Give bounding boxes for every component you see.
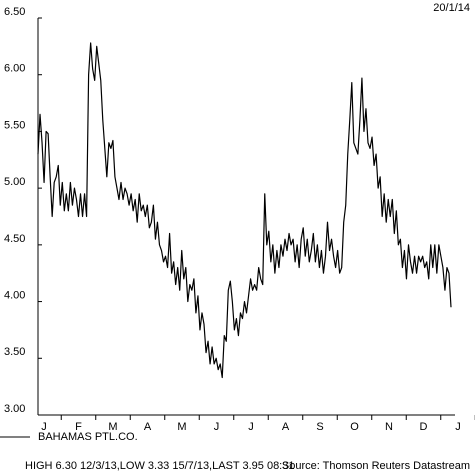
x-tick-label: D <box>420 421 428 433</box>
x-tick-label: M <box>108 421 117 433</box>
x-tick-label: M <box>177 421 186 433</box>
x-tick-label: A <box>282 421 290 433</box>
y-tick-label: 3.00 <box>4 403 25 415</box>
price-line <box>37 42 452 379</box>
y-tick-label: 5.50 <box>4 119 25 131</box>
x-tick-label: F <box>75 421 82 433</box>
y-tick-label: 5.00 <box>4 176 25 188</box>
chart-date: 20/1/14 <box>433 2 470 14</box>
x-tick-label: J <box>248 421 254 433</box>
x-tick-label: S <box>316 421 323 433</box>
x-tick-label: J <box>41 421 47 433</box>
x-tick-label: A <box>144 421 152 433</box>
x-tick-label: J <box>455 421 461 433</box>
footer: HIGH 6.30 12/3/13,LOW 3.33 15/7/13,LAST … <box>25 460 294 472</box>
y-tick-label: 4.50 <box>4 233 25 245</box>
y-tick-label: 6.50 <box>4 6 25 18</box>
legend-label: BAHAMAS PTL.CO. <box>38 431 138 443</box>
y-tick-label: 6.00 <box>4 63 25 75</box>
x-tick-label: O <box>350 421 359 433</box>
x-tick-label: J <box>214 421 220 433</box>
y-tick-label: 3.50 <box>4 346 25 358</box>
x-tick-label: N <box>385 421 393 433</box>
y-tick-label: 4.00 <box>4 289 25 301</box>
source: Source: Thomson Reuters Datastream <box>282 460 470 472</box>
